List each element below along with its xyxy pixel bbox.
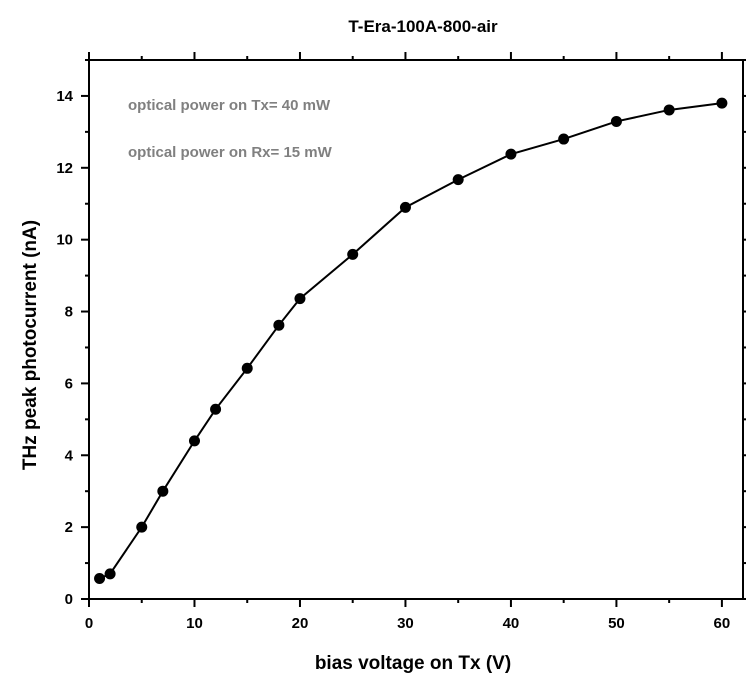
y-tick-label: 4 bbox=[65, 447, 74, 464]
data-point bbox=[210, 403, 222, 415]
data-point bbox=[104, 568, 116, 580]
chart-title: T-Era-100A-800-air bbox=[348, 17, 498, 36]
annotation-tx-power: optical power on Tx= 40 mW bbox=[128, 97, 331, 114]
x-tick-labels: 0 10 20 30 40 50 60 bbox=[85, 615, 730, 632]
x-tick-label: 0 bbox=[85, 615, 93, 632]
x-tick-label: 60 bbox=[714, 615, 731, 632]
x-tick-label: 20 bbox=[292, 615, 309, 632]
data-point bbox=[716, 97, 728, 109]
x-tick-label: 40 bbox=[503, 615, 520, 632]
y-tick-label: 12 bbox=[56, 160, 73, 177]
data-point bbox=[452, 174, 464, 186]
y-tick-label: 6 bbox=[65, 375, 73, 392]
y-tick-label: 8 bbox=[65, 304, 73, 321]
x-tick-label: 30 bbox=[397, 615, 414, 632]
y-tick-labels: 0 2 4 6 8 10 12 14 bbox=[56, 88, 73, 608]
axis-ticks bbox=[81, 52, 746, 607]
y-tick-label: 14 bbox=[56, 88, 73, 105]
x-tick-label: 10 bbox=[186, 615, 203, 632]
data-points bbox=[94, 97, 728, 585]
y-tick-label: 2 bbox=[65, 519, 73, 536]
data-point bbox=[347, 248, 359, 260]
plot-frame bbox=[88, 59, 744, 600]
y-tick-label: 10 bbox=[56, 232, 73, 249]
plot-area-border bbox=[88, 59, 744, 600]
data-point bbox=[294, 293, 306, 305]
data-point bbox=[610, 115, 622, 127]
data-point bbox=[663, 104, 675, 116]
data-point bbox=[157, 485, 169, 497]
data-point bbox=[399, 201, 411, 213]
data-point bbox=[94, 573, 106, 585]
x-axis-title: bias voltage on Tx (V) bbox=[315, 653, 511, 673]
data-point bbox=[273, 319, 285, 331]
data-point bbox=[241, 362, 253, 374]
data-point bbox=[558, 133, 570, 145]
x-tick-label: 50 bbox=[608, 615, 625, 632]
series-layer bbox=[99, 102, 723, 580]
data-point bbox=[188, 435, 200, 447]
y-tick-label: 0 bbox=[65, 591, 73, 608]
annotation-rx-power: optical power on Rx= 15 mW bbox=[128, 144, 333, 161]
data-point bbox=[136, 521, 148, 533]
data-point bbox=[505, 148, 517, 160]
y-axis-title: THz peak photocurrent (nA) bbox=[20, 220, 41, 470]
series-line bbox=[99, 102, 723, 580]
